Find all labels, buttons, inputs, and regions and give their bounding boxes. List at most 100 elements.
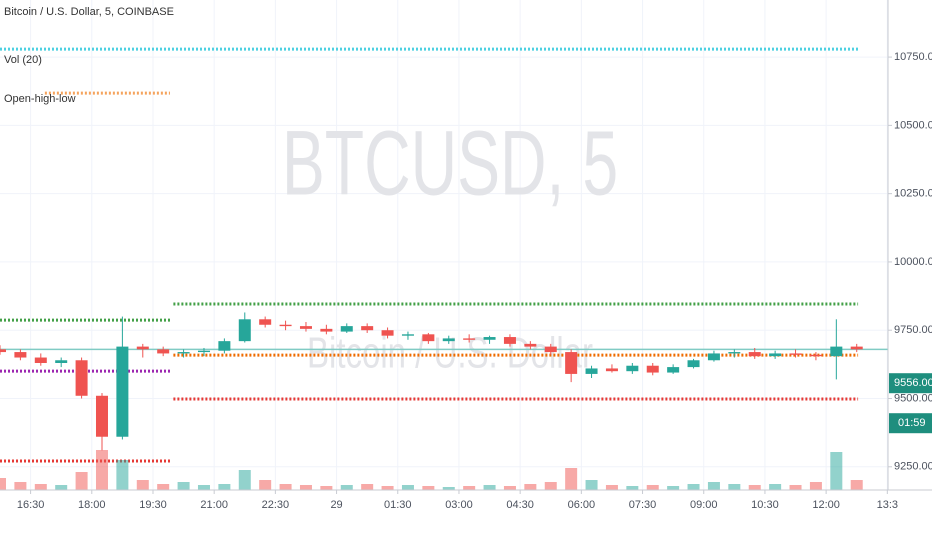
x-tick-label: 12:00 — [812, 499, 840, 511]
volume-bar — [687, 484, 700, 490]
x-tick-label: 10:30 — [751, 499, 779, 511]
volume-bar — [707, 482, 720, 490]
candle-body — [687, 360, 700, 368]
candle-body — [605, 368, 618, 372]
candle-body — [809, 354, 822, 357]
candle-body — [544, 346, 557, 353]
candle-body — [728, 352, 741, 354]
candle-body — [422, 334, 435, 342]
candle-body — [707, 353, 720, 361]
volume-bar — [177, 482, 190, 490]
x-tick-label: 06:00 — [568, 499, 596, 511]
volume-bar — [218, 484, 231, 490]
candle-body — [401, 334, 414, 336]
volume-bar — [565, 468, 578, 490]
x-tick-label: 13:3 — [877, 499, 898, 511]
candle-body — [565, 352, 578, 374]
candle-body — [442, 338, 455, 342]
candle-body — [14, 352, 27, 358]
volume-bar — [748, 485, 761, 490]
candle-body — [850, 346, 863, 350]
x-tick-label: 19:30 — [139, 499, 167, 511]
volume-bar — [789, 485, 802, 490]
volume-bar — [299, 485, 312, 490]
y-tick-label: 10000.00 — [894, 256, 932, 268]
candle-body — [157, 349, 170, 354]
volume-bar — [809, 482, 822, 490]
volume-bar — [503, 486, 516, 490]
candle-body — [299, 326, 312, 329]
volume-bar — [279, 484, 292, 490]
x-tick-label: 04:30 — [506, 499, 534, 511]
x-tick-label: 03:00 — [445, 499, 473, 511]
watermark: BTCUSD, 5 — [282, 111, 618, 214]
candle-body — [95, 395, 108, 437]
candle-body — [748, 352, 761, 357]
volume-bar — [34, 484, 47, 490]
candle-body — [340, 326, 353, 332]
candle-body — [116, 346, 129, 437]
volume-bar — [728, 484, 741, 490]
candle-body — [585, 368, 598, 374]
volume-bar — [544, 482, 557, 490]
candle-body — [524, 343, 537, 347]
volume-bar — [238, 470, 251, 490]
candle-body — [463, 338, 476, 340]
volume-bar — [361, 484, 374, 490]
volume-bar — [381, 486, 394, 490]
y-tick-label: 9500.00 — [894, 392, 932, 404]
candle-body — [279, 324, 292, 327]
volume-bar — [340, 485, 353, 490]
volume-bar — [605, 485, 618, 490]
volume-bar — [55, 485, 68, 490]
volume-bar — [0, 478, 6, 490]
y-tick-label: 10500.00 — [894, 119, 932, 131]
volume-bar — [401, 485, 414, 490]
volume-bar — [483, 485, 496, 490]
last-price-label: 9556.00 — [894, 377, 932, 389]
volume-bar — [667, 486, 680, 490]
volume-bar — [259, 480, 272, 490]
volume-bar — [75, 472, 88, 490]
candle-body — [259, 319, 272, 325]
candle-body — [320, 328, 333, 332]
volume-bar — [197, 485, 210, 490]
candle-body — [34, 357, 47, 363]
volume-bar — [14, 482, 27, 490]
volume-bar — [769, 484, 782, 490]
volume-bar — [463, 486, 476, 490]
candle-body — [626, 365, 639, 372]
legend-title: Bitcoin / U.S. Dollar, 5, COINBASE — [4, 6, 174, 18]
candle-body — [830, 346, 843, 357]
grid — [0, 0, 888, 490]
legend-item: Open-high-low — [4, 93, 76, 105]
x-tick-label: 21:00 — [200, 499, 228, 511]
y-tick-label: 9750.00 — [894, 324, 932, 336]
candle-body — [218, 341, 231, 351]
legend-item: Vol (20) — [4, 54, 42, 66]
x-tick-label: 16:30 — [17, 499, 45, 511]
x-tick-label: 29 — [330, 499, 342, 511]
volume-bar — [850, 480, 863, 490]
candle-body — [769, 353, 782, 357]
x-tick-label: 09:00 — [690, 499, 718, 511]
candle-body — [197, 350, 210, 353]
candle-body — [0, 349, 6, 353]
volume-bar — [646, 485, 659, 490]
candle-body — [483, 337, 496, 340]
candle-body — [646, 365, 659, 373]
x-tick-label: 22:30 — [262, 499, 290, 511]
candle-body — [75, 360, 88, 396]
plot — [0, 47, 888, 490]
volume-bar — [524, 484, 537, 490]
volume-bar — [626, 486, 639, 490]
countdown-label: 01:59 — [898, 417, 926, 429]
volume-bar — [116, 460, 129, 490]
y-tick-label: 10750.00 — [894, 51, 932, 63]
candle-body — [55, 360, 68, 363]
y-tick-label: 9250.00 — [894, 461, 932, 473]
candle-body — [136, 346, 149, 350]
countdown-tag — [889, 413, 932, 434]
